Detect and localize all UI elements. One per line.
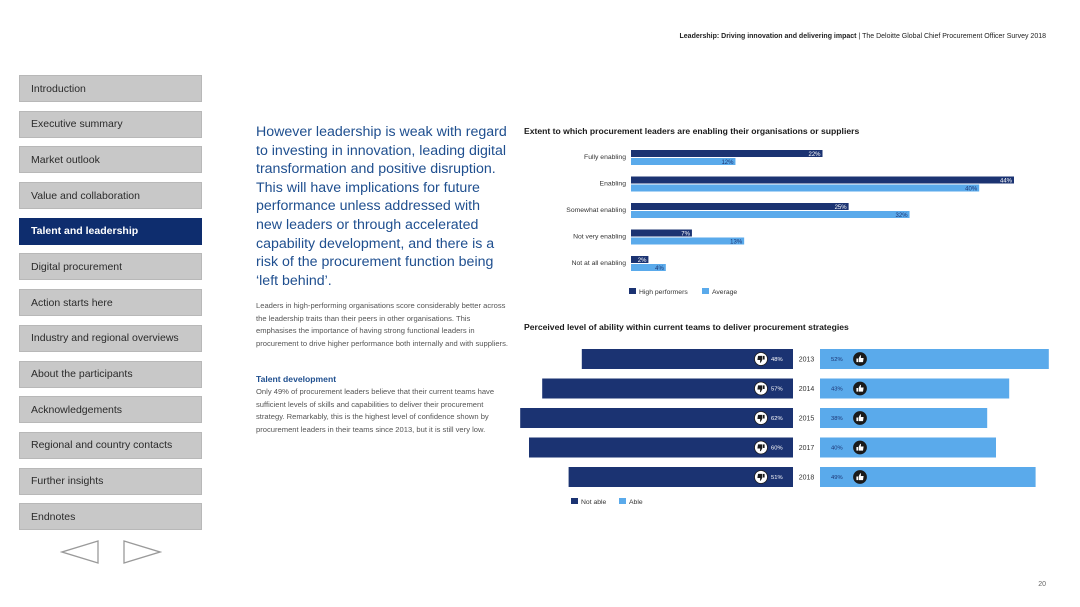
chart2-bar-not-able <box>529 437 793 458</box>
header-separator: | <box>856 33 863 40</box>
chart1-data-label: 44% <box>1000 178 1013 184</box>
triangle-right-icon[interactable] <box>122 540 162 564</box>
chart2-able-label: 40% <box>831 446 843 452</box>
chart1-category-label: Not at all enabling <box>572 260 627 267</box>
chart2-able-label: 43% <box>831 387 843 393</box>
chart2-bar-able <box>820 349 1049 369</box>
thumbs-down-icon <box>754 470 768 484</box>
nav-item[interactable]: Executive summary <box>19 110 202 138</box>
chart2-not-able-label: 51% <box>771 475 783 481</box>
legend-swatch-not-able <box>571 498 578 504</box>
chart1-bar-average <box>631 184 980 192</box>
chart1-data-label: 32% <box>896 213 909 219</box>
chart1-bar-high-performers <box>631 150 823 157</box>
thumbs-up-icon <box>853 470 867 484</box>
legend-swatch-able <box>619 498 626 504</box>
chart1-bar-high-performers <box>631 256 649 263</box>
legend-swatch-high-performers <box>629 288 636 294</box>
header-subtitle: The Deloitte Global Chief Procurement Of… <box>862 33 1046 40</box>
chart2-title: Perceived level of ability within curren… <box>524 322 849 332</box>
chart1-category-label: Not very enabling <box>573 234 626 241</box>
page-number: 20 <box>1038 581 1046 588</box>
nav-item[interactable]: Market outlook <box>19 146 202 174</box>
nav-item[interactable]: Acknowledgements <box>19 396 202 424</box>
nav-item[interactable]: Regional and country contacts <box>19 431 202 459</box>
chart1-data-label: 13% <box>730 239 743 245</box>
chart2-able-label: 49% <box>831 475 843 481</box>
chart2-year-label: 2014 <box>799 386 815 393</box>
thumbs-down-icon <box>754 352 768 366</box>
intro-paragraph: However leadership is weak with regard t… <box>256 124 507 289</box>
thumbs-down-icon <box>754 440 768 455</box>
body-paragraph: Leaders in high-performing organisations… <box>256 301 508 348</box>
chart1-data-label: 2% <box>638 258 647 264</box>
chart2-able-label: 38% <box>831 416 843 422</box>
chart2-bar-not-able <box>520 408 793 428</box>
chart2-year-label: 2017 <box>799 445 815 452</box>
nav-item[interactable]: About the participants <box>19 360 202 388</box>
chart1-data-label: 7% <box>681 231 690 237</box>
thumbs-down-icon <box>754 381 768 396</box>
chart2-bar-able <box>820 467 1036 487</box>
nav-item[interactable]: Further insights <box>19 467 202 495</box>
page-header: Leadership: Driving innovation and deliv… <box>680 33 1046 40</box>
chart-enabling: Fully enabling 22% 12% Enabling 44% 40% Somewh… <box>566 150 1014 296</box>
nav-item[interactable]: Industry and regional overviews <box>19 324 202 352</box>
header-title: Leadership: Driving innovation and deliv… <box>679 33 857 40</box>
side-navigation: Introduction Executive summary Market outl… <box>19 75 202 539</box>
thumbs-down-icon <box>754 411 768 425</box>
chart1-bar-average <box>631 211 910 218</box>
chart2-year-label: 2018 <box>799 474 815 481</box>
triangle-left-icon[interactable] <box>60 540 100 564</box>
chart2-not-able-label: 57% <box>771 387 783 393</box>
chart2-year-label: 2013 <box>799 356 815 363</box>
nav-item[interactable]: Endnotes <box>19 503 202 531</box>
nav-item[interactable]: Talent and leadership <box>19 217 202 245</box>
chart1-data-label: 4% <box>655 266 664 272</box>
nav-item[interactable]: Action starts here <box>19 289 202 317</box>
nav-item[interactable]: Value and collaboration <box>19 182 202 210</box>
legend-label-not-able: Not able <box>581 499 607 506</box>
chart2-not-able-label: 62% <box>771 416 783 422</box>
legend-swatch-average <box>702 288 709 294</box>
nav-item[interactable]: Digital procurement <box>19 253 202 281</box>
chart1-bar-average <box>631 264 666 271</box>
chart1-data-label: 22% <box>808 152 821 158</box>
chart1-category-label: Enabling <box>600 181 627 188</box>
chart2-bar-not-able <box>542 378 793 399</box>
subheading-talent-development: Talent development <box>256 374 337 384</box>
chart2-year-label: 2015 <box>799 415 815 422</box>
chart1-category-label: Fully enabling <box>584 154 626 161</box>
chart2-bar-able <box>820 378 1010 399</box>
chart1-bar-high-performers <box>631 176 1014 184</box>
thumbs-up-icon <box>853 381 867 396</box>
thumbs-up-icon <box>853 440 867 455</box>
chart1-bar-high-performers <box>631 203 849 210</box>
chart2-able-label: 52% <box>831 357 843 363</box>
chart2-not-able-label: 60% <box>771 446 783 452</box>
chart1-bar-average <box>631 237 745 245</box>
chart2-not-able-label: 48% <box>771 357 783 363</box>
legend-label-able: Able <box>629 499 643 506</box>
chart2-bar-not-able <box>568 467 793 487</box>
chart2-bar-not-able <box>581 349 793 369</box>
chart-ability: 48% 2013 52% 57% 2014 43% 62% 2015 38% 60% 2017 40%… <box>520 349 1049 506</box>
nav-item[interactable]: Introduction <box>19 75 202 102</box>
chart2-bar-able <box>820 437 996 458</box>
chart2-bar-able <box>820 408 988 428</box>
body-paragraph-talent: Only 49% of procurement leaders believe … <box>256 387 495 434</box>
chart1-category-label: Somewhat enabling <box>566 207 626 214</box>
chart1-bar-high-performers <box>631 229 692 237</box>
thumbs-up-icon <box>853 411 867 425</box>
chart1-data-label: 40% <box>965 186 978 192</box>
chart1-data-label: 25% <box>835 205 848 211</box>
thumbs-up-icon <box>853 352 867 366</box>
legend-label-high-performers: High performers <box>639 289 688 296</box>
chart1-title: Extent to which procurement leaders are … <box>524 126 860 136</box>
legend-label-average: Average <box>712 289 737 296</box>
chart1-bar-average <box>631 158 736 165</box>
chart1-data-label: 12% <box>721 160 734 166</box>
